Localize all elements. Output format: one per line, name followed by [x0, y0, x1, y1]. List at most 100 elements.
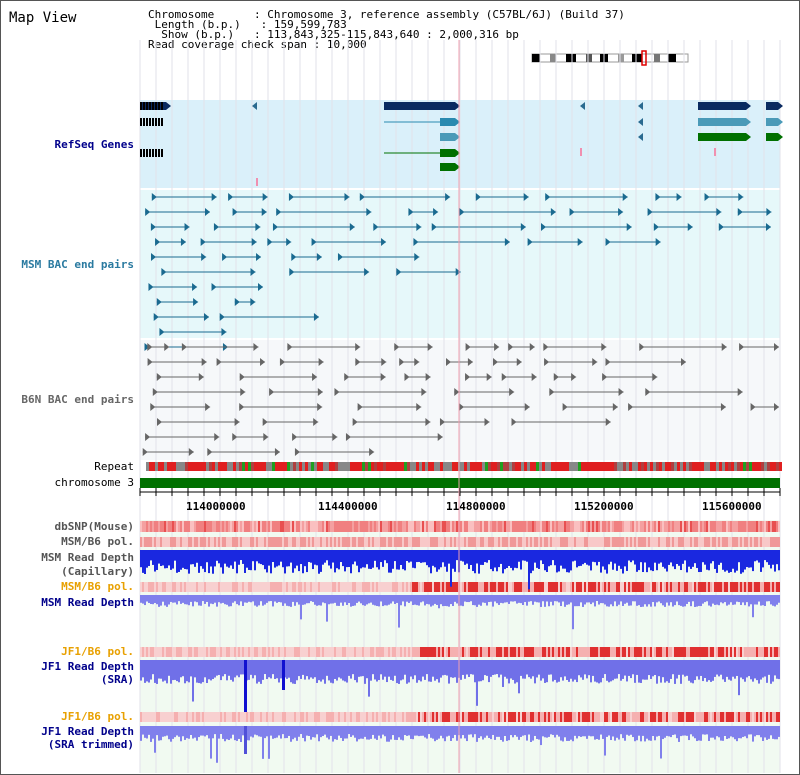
- msm-pol2-cell: [244, 582, 246, 592]
- jf1-depth-bar: [140, 660, 142, 681]
- msm-cap-depth-bar: [500, 550, 502, 564]
- gene-exon: [149, 118, 151, 126]
- map-info: Chromosome : Chromosome 3, reference ass…: [148, 8, 625, 51]
- jf1-pol-cell: [410, 647, 412, 657]
- jf1-depth-bar: [752, 660, 754, 682]
- track-label-jf1-read-depth[interactable]: JF1 Read Depth: [41, 660, 134, 673]
- refseq-genes[interactable]: [140, 102, 783, 186]
- chromosome-ideogram[interactable]: [531, 50, 689, 66]
- repeat-segment: [317, 462, 320, 471]
- track-label-repeat[interactable]: Repeat: [94, 460, 134, 473]
- track-label-b6n-bac[interactable]: B6N BAC end pairs: [21, 393, 134, 406]
- gene-exon: [161, 149, 163, 157]
- msm-cap-depth-bar: [734, 550, 736, 573]
- jf1-pol-cell: [308, 647, 310, 657]
- gene-block: [698, 102, 746, 110]
- jf1-pol-cell: [206, 647, 208, 657]
- msm-sra-depth-bar: [258, 595, 260, 606]
- b6n-bac-pairs[interactable]: [142, 343, 779, 486]
- track-label-msm-bac[interactable]: MSM BAC end pairs: [21, 258, 134, 271]
- track-label-msm-read-depth-capillary[interactable]: MSM Read Depth: [41, 551, 134, 564]
- jf1-pol-cell: [752, 647, 754, 657]
- depth-spike: [282, 660, 285, 690]
- jf1-pol2-cell: [208, 712, 210, 722]
- msm-pol2-cell: [536, 582, 538, 592]
- jf1-pol2-cell: [528, 712, 530, 722]
- repeat-segment: [515, 462, 518, 471]
- jf1-pol2-cell: [296, 712, 298, 722]
- jf1-pol-cell: [706, 647, 708, 657]
- jf1-depth-bar: [540, 660, 542, 681]
- track-label-chromosome[interactable]: chromosome 3: [54, 476, 134, 489]
- track-label-jf1-b6-pol[interactable]: JF1/B6 pol.: [61, 645, 134, 658]
- msm-pol-cell: [296, 537, 298, 547]
- msm-pol-cell: [142, 537, 144, 547]
- jf1-trim-depth-bar: [236, 726, 238, 741]
- msm-pol2-cell: [356, 582, 358, 592]
- jf1-trim-depth-bar: [318, 726, 320, 742]
- track-label-jf1-read-depth-trimmed[interactable]: JF1 Read Depth: [41, 725, 134, 738]
- msm-pol2-cell: [326, 582, 328, 592]
- track-label-refseq[interactable]: RefSeq Genes: [54, 138, 134, 151]
- jf1-depth-bar: [562, 660, 564, 681]
- jf1-pol2-cell: [220, 712, 222, 722]
- jf1-pol2-cell: [312, 712, 314, 722]
- repeat-segment: [260, 462, 263, 471]
- jf1-pol-cell: [754, 647, 756, 657]
- jf1-trim-depth-bar: [474, 726, 476, 735]
- b6n-bac-pair-end: [188, 448, 194, 456]
- msm-sra-depth-bar: [730, 595, 732, 603]
- msm-bac-pair-end: [156, 298, 162, 306]
- msm-pol2-cell: [512, 582, 514, 592]
- jf1-pol-cell: [512, 647, 514, 657]
- b6n-bac-pair-end: [317, 403, 323, 411]
- track-label-msm-b6-pol-2[interactable]: MSM/B6 pol.: [61, 580, 134, 593]
- msm-cap-depth-bar: [468, 550, 470, 569]
- track-label-dbsnp[interactable]: dbSNP(Mouse): [54, 520, 134, 533]
- msm-pol2-cell: [624, 582, 626, 592]
- msm-pol2-cell: [322, 582, 324, 592]
- repeat-segment: [251, 462, 254, 471]
- msm-pol-cell: [216, 537, 218, 547]
- msm-cap-depth-bar: [318, 550, 320, 574]
- msm-cap-depth-bar: [394, 550, 396, 562]
- jf1-pol-cell: [406, 647, 408, 657]
- jf1-trim-depth-bar: [488, 726, 490, 738]
- dbsnp-cell: [670, 521, 672, 532]
- jf1-trim-depth-bar: [294, 726, 296, 738]
- track-label-msm-read-depth-sra[interactable]: MSM Read Depth: [41, 596, 134, 609]
- msm-sra-depth-bar: [394, 595, 396, 604]
- jf1-pol-cell: [282, 647, 284, 657]
- b6n-bac-pair-end: [345, 433, 351, 441]
- msm-bac-pairs[interactable]: [144, 193, 772, 351]
- jf1-pol2-cell: [608, 712, 610, 722]
- msm-sra-depth-bar: [166, 595, 168, 607]
- msm-cap-depth-bar: [346, 550, 348, 568]
- repeat-segment: [368, 462, 371, 471]
- msm-bac-pair-end: [364, 268, 370, 276]
- jf1-trim-depth-bar: [588, 726, 590, 736]
- jf1-trim-depth-bar: [422, 726, 424, 736]
- msm-cap-depth-bar: [642, 550, 644, 573]
- jf1-trim-depth-bar: [442, 726, 444, 739]
- msm-cap-depth-bar: [144, 550, 146, 574]
- jf1-trim-depth-bar: [188, 726, 190, 739]
- track-label-msm-b6-pol[interactable]: MSM/B6 pol.: [61, 535, 134, 548]
- msm-sra-depth-bar: [484, 595, 486, 603]
- msm-cap-depth-bar: [522, 550, 524, 561]
- jf1-trim-depth-bar: [610, 726, 612, 741]
- dbsnp-cell: [168, 521, 170, 532]
- msm-pol2-cell: [500, 582, 502, 592]
- msm-bac-pair-end: [431, 223, 437, 231]
- msm-pol-cell: [726, 537, 728, 547]
- msm-bac-pair-end: [221, 328, 227, 336]
- dbsnp-cell: [588, 521, 590, 532]
- track-label-jf1-b6-pol-2[interactable]: JF1/B6 pol.: [61, 710, 134, 723]
- gene-arrow: [166, 102, 171, 110]
- jf1-pol2-cell: [400, 712, 402, 722]
- jf1-trim-depth-bar: [628, 726, 630, 736]
- dbsnp-cell: [280, 521, 282, 532]
- jf1-trim-depth-bar: [688, 726, 690, 741]
- msm-pol-cell: [448, 537, 450, 547]
